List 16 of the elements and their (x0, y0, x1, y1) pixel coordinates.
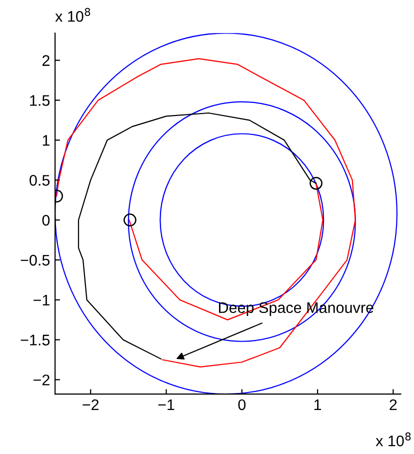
y-tick-label: 0.5 (30, 174, 50, 186)
y-tick-label: −1 (34, 294, 50, 306)
x-tick-label: 0 (238, 399, 246, 410)
text: x 10$^{8}$ (376, 432, 411, 446)
y-tick-label: 1 (42, 135, 50, 146)
x-tick-label: 2 (390, 399, 397, 410)
y-tick-label: −2 (34, 374, 50, 386)
y-tick-label: −0.5 (20, 254, 50, 266)
y-tick-label: 0 (42, 214, 50, 226)
y-tick-label: 2 (42, 55, 50, 66)
y-tick-label: −1.5 (20, 334, 50, 346)
x-tick-label: −1 (158, 399, 174, 410)
x-tick-label: 1 (314, 399, 322, 410)
y-tick-label: 1.5 (30, 95, 50, 106)
text: x 10$^{8}$ (55, 8, 90, 22)
x-tick-label: −2 (82, 399, 99, 410)
